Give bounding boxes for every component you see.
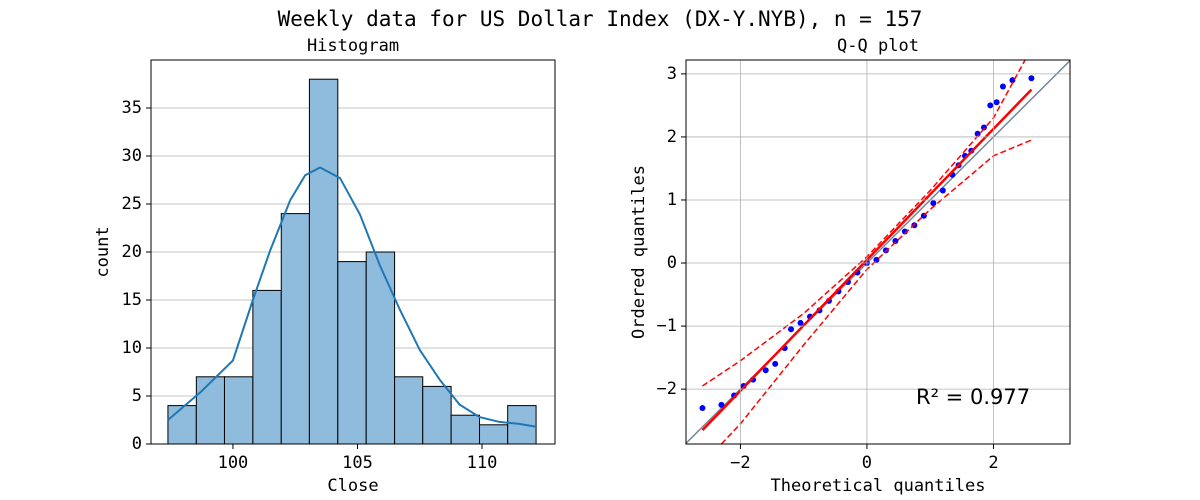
subplot-title: Q-Q plot bbox=[837, 36, 919, 56]
y-tick-label: 0 bbox=[667, 253, 677, 273]
point bbox=[699, 405, 706, 412]
bar bbox=[394, 376, 424, 445]
y-tick-label: 0 bbox=[132, 434, 142, 454]
point bbox=[788, 326, 795, 333]
point bbox=[999, 83, 1006, 90]
x-tick-label: 105 bbox=[342, 453, 373, 473]
bar bbox=[479, 424, 509, 445]
y-axis-label: count bbox=[93, 226, 113, 277]
x-tick-label: 110 bbox=[467, 453, 498, 473]
point bbox=[980, 124, 987, 131]
point bbox=[718, 401, 725, 408]
x-tick-label: −2 bbox=[730, 453, 750, 473]
point bbox=[1028, 75, 1035, 82]
bar bbox=[167, 405, 197, 445]
annotation: R² = 0.977 bbox=[916, 385, 1030, 409]
y-tick-label: 30 bbox=[122, 146, 142, 166]
y-axis-label: Ordered quantiles bbox=[629, 165, 649, 339]
point bbox=[939, 187, 946, 194]
bar bbox=[365, 251, 396, 445]
point bbox=[1009, 77, 1016, 84]
kde-line bbox=[167, 166, 537, 428]
subplot: −2 0 2 −2 −1 0 1 2 3 R² = 0.977 Q-Q plot Theoretica… bbox=[629, 36, 1071, 496]
point bbox=[772, 360, 779, 367]
x-tick-label: 0 bbox=[862, 453, 872, 473]
y-tick-label: 20 bbox=[122, 242, 142, 262]
y-tick-label: −2 bbox=[657, 379, 677, 399]
point bbox=[797, 319, 804, 326]
bar bbox=[223, 376, 254, 445]
bar bbox=[280, 213, 310, 445]
x-axis-label: Theoretical quantiles bbox=[771, 476, 986, 496]
confidence-band bbox=[702, 60, 1026, 387]
y-tick-label: 3 bbox=[667, 64, 677, 84]
bar bbox=[252, 289, 282, 445]
axes-frame bbox=[150, 59, 556, 445]
point bbox=[993, 99, 1000, 106]
y-tick-label: −1 bbox=[657, 316, 677, 336]
y-tick-label: 10 bbox=[122, 338, 142, 358]
y-tick-label: 1 bbox=[667, 190, 677, 210]
bar bbox=[422, 385, 452, 445]
x-axis-label: Close bbox=[327, 476, 378, 496]
y-tick-label: 25 bbox=[122, 194, 142, 214]
axes-frame bbox=[685, 59, 1071, 445]
x-tick-label: 2 bbox=[988, 453, 998, 473]
bar bbox=[450, 414, 481, 445]
point bbox=[930, 200, 937, 207]
y-tick-label: 15 bbox=[122, 290, 142, 310]
point bbox=[762, 367, 769, 374]
y-tick-label: 35 bbox=[122, 98, 142, 118]
figure-title: Weekly data for US Dollar Index (DX-Y.NY… bbox=[278, 7, 923, 31]
x-tick-label: 100 bbox=[218, 453, 249, 473]
subplot-title: Histogram bbox=[307, 36, 399, 56]
bar bbox=[308, 78, 339, 445]
subplot: 100 105 110 0 5 10 15 20 25 30 35 Histogram Close cou… bbox=[93, 36, 556, 496]
y-tick-label: 2 bbox=[667, 127, 677, 147]
point bbox=[892, 237, 899, 244]
point bbox=[987, 102, 994, 109]
bar bbox=[195, 376, 225, 445]
bar bbox=[337, 261, 367, 445]
y-tick-label: 5 bbox=[132, 386, 142, 406]
